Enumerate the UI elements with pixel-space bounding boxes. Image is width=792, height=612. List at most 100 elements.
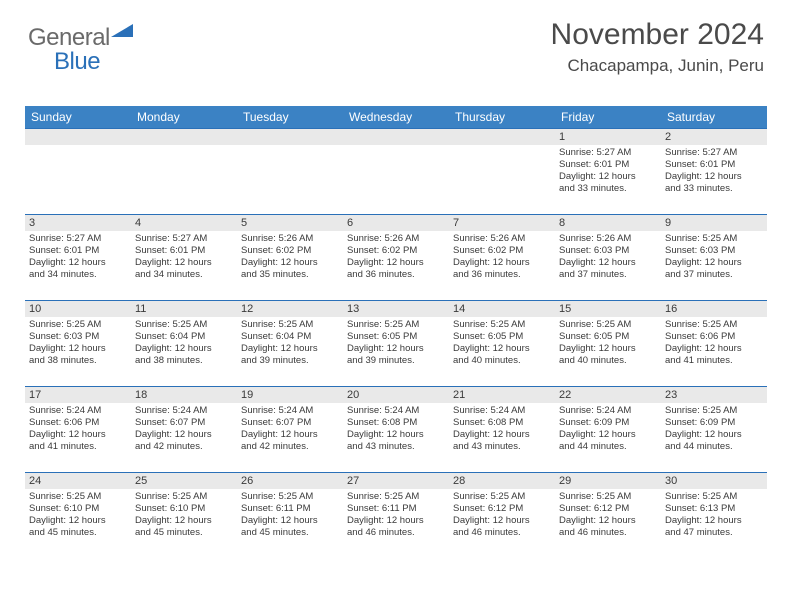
daylight-line: Daylight: 12 hours: [559, 343, 657, 355]
sunrise-line: Sunrise: 5:25 AM: [135, 491, 233, 503]
sunrise-line: Sunrise: 5:24 AM: [347, 405, 445, 417]
sunset-line: Sunset: 6:07 PM: [241, 417, 339, 429]
day-details: Sunrise: 5:25 AMSunset: 6:05 PMDaylight:…: [555, 317, 661, 374]
daylight-line: and 45 minutes.: [135, 527, 233, 539]
daylight-line: and 40 minutes.: [559, 355, 657, 367]
day-cell: 24Sunrise: 5:25 AMSunset: 6:10 PMDayligh…: [25, 473, 131, 559]
day-header: Saturday: [661, 106, 767, 129]
daylight-line: Daylight: 12 hours: [241, 429, 339, 441]
day-number: 1: [555, 129, 661, 145]
day-details: Sunrise: 5:24 AMSunset: 6:08 PMDaylight:…: [449, 403, 555, 460]
sunrise-line: Sunrise: 5:25 AM: [665, 405, 763, 417]
week-row: 1Sunrise: 5:27 AMSunset: 6:01 PMDaylight…: [25, 129, 767, 215]
daylight-line: and 39 minutes.: [347, 355, 445, 367]
week-row: 24Sunrise: 5:25 AMSunset: 6:10 PMDayligh…: [25, 473, 767, 559]
day-cell: 15Sunrise: 5:25 AMSunset: 6:05 PMDayligh…: [555, 301, 661, 387]
daylight-line: Daylight: 12 hours: [665, 171, 763, 183]
day-cell: 16Sunrise: 5:25 AMSunset: 6:06 PMDayligh…: [661, 301, 767, 387]
day-number: 21: [449, 387, 555, 403]
daylight-line: Daylight: 12 hours: [559, 515, 657, 527]
day-number: 19: [237, 387, 343, 403]
daylight-line: and 44 minutes.: [559, 441, 657, 453]
logo-triangle-icon: [111, 21, 133, 42]
day-details: Sunrise: 5:26 AMSunset: 6:02 PMDaylight:…: [343, 231, 449, 288]
blank-cell: [131, 129, 237, 215]
day-number: [237, 129, 343, 145]
daylight-line: Daylight: 12 hours: [347, 515, 445, 527]
day-number: 17: [25, 387, 131, 403]
page-subtitle: Chacapampa, Junin, Peru: [567, 56, 764, 76]
day-header: Wednesday: [343, 106, 449, 129]
week-row: 17Sunrise: 5:24 AMSunset: 6:06 PMDayligh…: [25, 387, 767, 473]
day-cell: 19Sunrise: 5:24 AMSunset: 6:07 PMDayligh…: [237, 387, 343, 473]
day-cell: 30Sunrise: 5:25 AMSunset: 6:13 PMDayligh…: [661, 473, 767, 559]
daylight-line: and 47 minutes.: [665, 527, 763, 539]
logo-text-blue: Blue: [54, 48, 100, 76]
sunset-line: Sunset: 6:06 PM: [665, 331, 763, 343]
sunset-line: Sunset: 6:03 PM: [29, 331, 127, 343]
daylight-line: Daylight: 12 hours: [135, 515, 233, 527]
day-number: [131, 129, 237, 145]
sunrise-line: Sunrise: 5:24 AM: [241, 405, 339, 417]
daylight-line: Daylight: 12 hours: [665, 429, 763, 441]
daylight-line: Daylight: 12 hours: [559, 429, 657, 441]
header: General Blue November 2024 Chacapampa, J…: [0, 0, 792, 92]
day-details: Sunrise: 5:27 AMSunset: 6:01 PMDaylight:…: [555, 145, 661, 202]
day-number: 2: [661, 129, 767, 145]
daylight-line: and 38 minutes.: [135, 355, 233, 367]
daylight-line: Daylight: 12 hours: [29, 257, 127, 269]
sunset-line: Sunset: 6:11 PM: [241, 503, 339, 515]
day-details: Sunrise: 5:25 AMSunset: 6:05 PMDaylight:…: [449, 317, 555, 374]
day-details: Sunrise: 5:25 AMSunset: 6:10 PMDaylight:…: [25, 489, 131, 546]
day-details: Sunrise: 5:25 AMSunset: 6:04 PMDaylight:…: [131, 317, 237, 374]
sunrise-line: Sunrise: 5:25 AM: [347, 491, 445, 503]
day-cell: 25Sunrise: 5:25 AMSunset: 6:10 PMDayligh…: [131, 473, 237, 559]
day-details: Sunrise: 5:24 AMSunset: 6:07 PMDaylight:…: [237, 403, 343, 460]
day-cell: 23Sunrise: 5:25 AMSunset: 6:09 PMDayligh…: [661, 387, 767, 473]
sunset-line: Sunset: 6:06 PM: [29, 417, 127, 429]
week-row: 3Sunrise: 5:27 AMSunset: 6:01 PMDaylight…: [25, 215, 767, 301]
daylight-line: Daylight: 12 hours: [453, 429, 551, 441]
day-header: Thursday: [449, 106, 555, 129]
daylight-line: Daylight: 12 hours: [347, 343, 445, 355]
sunrise-line: Sunrise: 5:26 AM: [559, 233, 657, 245]
sunset-line: Sunset: 6:13 PM: [665, 503, 763, 515]
daylight-line: Daylight: 12 hours: [559, 257, 657, 269]
daylight-line: and 43 minutes.: [347, 441, 445, 453]
sunset-line: Sunset: 6:09 PM: [559, 417, 657, 429]
day-number: 6: [343, 215, 449, 231]
sunset-line: Sunset: 6:01 PM: [29, 245, 127, 257]
sunrise-line: Sunrise: 5:27 AM: [29, 233, 127, 245]
daylight-line: and 40 minutes.: [453, 355, 551, 367]
sunset-line: Sunset: 6:01 PM: [135, 245, 233, 257]
day-details: Sunrise: 5:25 AMSunset: 6:06 PMDaylight:…: [661, 317, 767, 374]
day-number: 12: [237, 301, 343, 317]
day-number: 5: [237, 215, 343, 231]
sunrise-line: Sunrise: 5:25 AM: [665, 233, 763, 245]
day-cell: 10Sunrise: 5:25 AMSunset: 6:03 PMDayligh…: [25, 301, 131, 387]
day-number: [25, 129, 131, 145]
sunrise-line: Sunrise: 5:27 AM: [135, 233, 233, 245]
sunrise-line: Sunrise: 5:25 AM: [29, 491, 127, 503]
day-cell: 26Sunrise: 5:25 AMSunset: 6:11 PMDayligh…: [237, 473, 343, 559]
day-details: Sunrise: 5:24 AMSunset: 6:09 PMDaylight:…: [555, 403, 661, 460]
daylight-line: Daylight: 12 hours: [453, 257, 551, 269]
daylight-line: and 39 minutes.: [241, 355, 339, 367]
day-cell: 3Sunrise: 5:27 AMSunset: 6:01 PMDaylight…: [25, 215, 131, 301]
daylight-line: Daylight: 12 hours: [29, 343, 127, 355]
daylight-line: and 41 minutes.: [29, 441, 127, 453]
sunrise-line: Sunrise: 5:26 AM: [453, 233, 551, 245]
day-number: 15: [555, 301, 661, 317]
day-cell: 18Sunrise: 5:24 AMSunset: 6:07 PMDayligh…: [131, 387, 237, 473]
sunrise-line: Sunrise: 5:25 AM: [135, 319, 233, 331]
day-cell: 21Sunrise: 5:24 AMSunset: 6:08 PMDayligh…: [449, 387, 555, 473]
sunset-line: Sunset: 6:12 PM: [559, 503, 657, 515]
sunset-line: Sunset: 6:08 PM: [347, 417, 445, 429]
daylight-line: and 43 minutes.: [453, 441, 551, 453]
day-number: 16: [661, 301, 767, 317]
day-number: 26: [237, 473, 343, 489]
day-cell: 27Sunrise: 5:25 AMSunset: 6:11 PMDayligh…: [343, 473, 449, 559]
sunset-line: Sunset: 6:11 PM: [347, 503, 445, 515]
sunset-line: Sunset: 6:04 PM: [241, 331, 339, 343]
daylight-line: Daylight: 12 hours: [29, 429, 127, 441]
